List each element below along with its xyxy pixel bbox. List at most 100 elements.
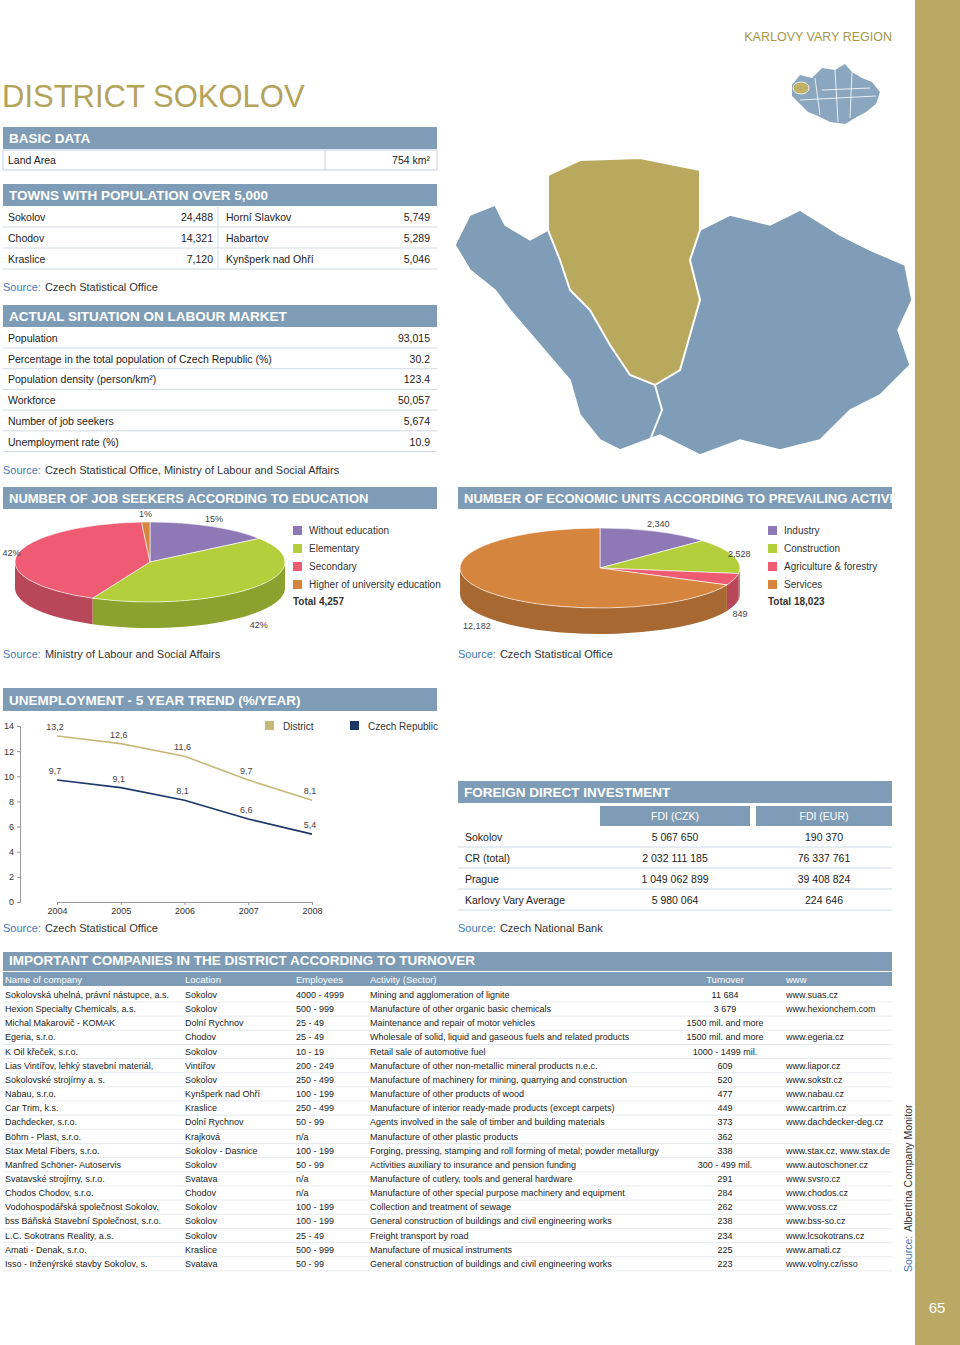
- rule: [3, 1256, 892, 1257]
- table-cell: 25 - 49: [296, 1018, 324, 1028]
- y-tick: 6: [9, 822, 20, 832]
- data-label: 9,7: [49, 766, 62, 776]
- country-border: [850, 72, 852, 118]
- y-tick: 14: [4, 721, 20, 731]
- table-cell: Sokolov: [185, 1075, 218, 1085]
- region-highlight: [793, 82, 809, 94]
- tick-mark: [17, 852, 20, 853]
- pie-slice: [142, 522, 150, 562]
- data-label: 849: [733, 609, 748, 619]
- table-cell: Svatava: [185, 1259, 218, 1269]
- section-title: FOREIGN DIRECT INVESTMENT: [464, 785, 671, 800]
- legend-swatch: [768, 580, 777, 589]
- table-cell: 30.2: [410, 353, 431, 365]
- table-cell: Chodos Chodov, s.r.o.: [5, 1188, 93, 1198]
- table-cell: Sokolov: [465, 831, 503, 843]
- rule: [3, 348, 437, 349]
- data-label: 42%: [2, 548, 20, 558]
- table-cell: 223: [717, 1259, 732, 1269]
- header-bar: [3, 688, 437, 711]
- table-cell: 754 km²: [392, 154, 430, 166]
- table-cell: 14,321: [181, 232, 213, 244]
- legend-label: Industry: [784, 525, 820, 536]
- rule: [3, 1101, 892, 1102]
- table-cell: Land Area: [8, 154, 56, 166]
- source-label: Source:: [458, 648, 496, 660]
- rule: [3, 410, 437, 411]
- table-cell: 500 - 999: [296, 1004, 334, 1014]
- rule: [3, 1228, 892, 1229]
- rule: [3, 1115, 892, 1116]
- table-cell: 5,046: [404, 253, 430, 265]
- table-cell: www.nabau.cz: [785, 1089, 845, 1099]
- annotation: Total 18,023: [768, 596, 825, 607]
- table-cell: Car Trim, k.s.: [5, 1103, 59, 1113]
- legend-label: Agriculture & forestry: [784, 561, 877, 572]
- country-map: [792, 64, 880, 124]
- table-cell: Kraslice: [8, 253, 46, 265]
- table-cell: 262: [717, 1202, 732, 1212]
- table-row: [3, 150, 437, 170]
- table-cell: Stax Metal Fibers, s.r.o.: [5, 1146, 100, 1156]
- tick-mark: [17, 877, 20, 878]
- district-shape: [548, 158, 700, 385]
- table-cell: Manfred Schöner- Autoservis: [5, 1160, 122, 1170]
- table-cell: Svatava: [185, 1174, 218, 1184]
- tick-label: 6: [9, 822, 14, 832]
- source-text: Ministry of Labour and Social Affairs: [45, 648, 221, 660]
- table-cell: 291: [717, 1174, 732, 1184]
- rule: [458, 889, 892, 890]
- table-cell: Workforce: [8, 394, 56, 406]
- rule: [3, 1171, 892, 1172]
- table-cell: 5,289: [404, 232, 430, 244]
- data-label: 8,1: [304, 786, 317, 796]
- table-cell: 200 - 249: [296, 1061, 334, 1071]
- legend-swatch: [265, 721, 274, 730]
- table-cell: K Oil křeček, s.r.o.: [5, 1047, 78, 1057]
- legend-label: Secondary: [309, 561, 357, 572]
- table-cell: Chodov: [185, 1188, 217, 1198]
- sidebar: [915, 0, 960, 1345]
- rule: [458, 868, 892, 869]
- table-cell: Maintenance and repair of motor vehicles: [370, 1018, 536, 1028]
- table-cell: 500 - 999: [296, 1245, 334, 1255]
- table-cell: 25 - 49: [296, 1231, 324, 1241]
- rule: [218, 228, 219, 248]
- table-cell: 225: [717, 1245, 732, 1255]
- table-cell: Manufacture of other plastic products: [370, 1132, 519, 1142]
- region-shape: [455, 158, 912, 455]
- column-header: www: [785, 974, 807, 985]
- tick-label: 12: [4, 747, 14, 757]
- table-cell: 520: [717, 1075, 732, 1085]
- table-cell: 338: [717, 1146, 732, 1156]
- table-cell: CR (total): [465, 852, 510, 864]
- table-cell: Population: [8, 332, 58, 344]
- source: Source:Czech Statistical Office: [458, 648, 613, 660]
- table-cell: 5,674: [404, 415, 430, 427]
- table-cell: n/a: [296, 1174, 309, 1184]
- source-label: Source:: [3, 922, 41, 934]
- table-cell: 250 - 499: [296, 1103, 334, 1113]
- y-tick: 0: [9, 897, 20, 907]
- source-label: Source:: [458, 922, 496, 934]
- rule: [3, 248, 437, 249]
- tick-mark: [312, 902, 313, 905]
- rule: [3, 1058, 892, 1059]
- table-cell: 5,749: [404, 211, 430, 223]
- rule: [3, 227, 437, 228]
- table-cell: Manufacture of interior ready-made produ…: [370, 1103, 615, 1113]
- series-line: [57, 736, 312, 800]
- table-cell: General construction of buildings and ci…: [370, 1259, 612, 1269]
- table-cell: 3 679: [714, 1004, 737, 1014]
- table-cell: www.chodos.cz: [785, 1188, 849, 1198]
- table-cell: Isso - Inženýrské stavby Sokolov, s.: [5, 1259, 147, 1269]
- table-cell: Habartov: [226, 232, 269, 244]
- region-name: KARLOVY VARY REGION: [744, 30, 892, 44]
- table-cell: www.sokstr.cz: [785, 1075, 843, 1085]
- y-axis: 02468101214: [4, 721, 21, 907]
- table-cell: Vodohospodářská společnost Sokolov,: [5, 1202, 159, 1212]
- table-cell: 11 684: [712, 990, 739, 1000]
- rule: [3, 1086, 892, 1087]
- table-cell: 1 049 062 899: [641, 873, 708, 885]
- table-cell: Number of job seekers: [8, 415, 114, 427]
